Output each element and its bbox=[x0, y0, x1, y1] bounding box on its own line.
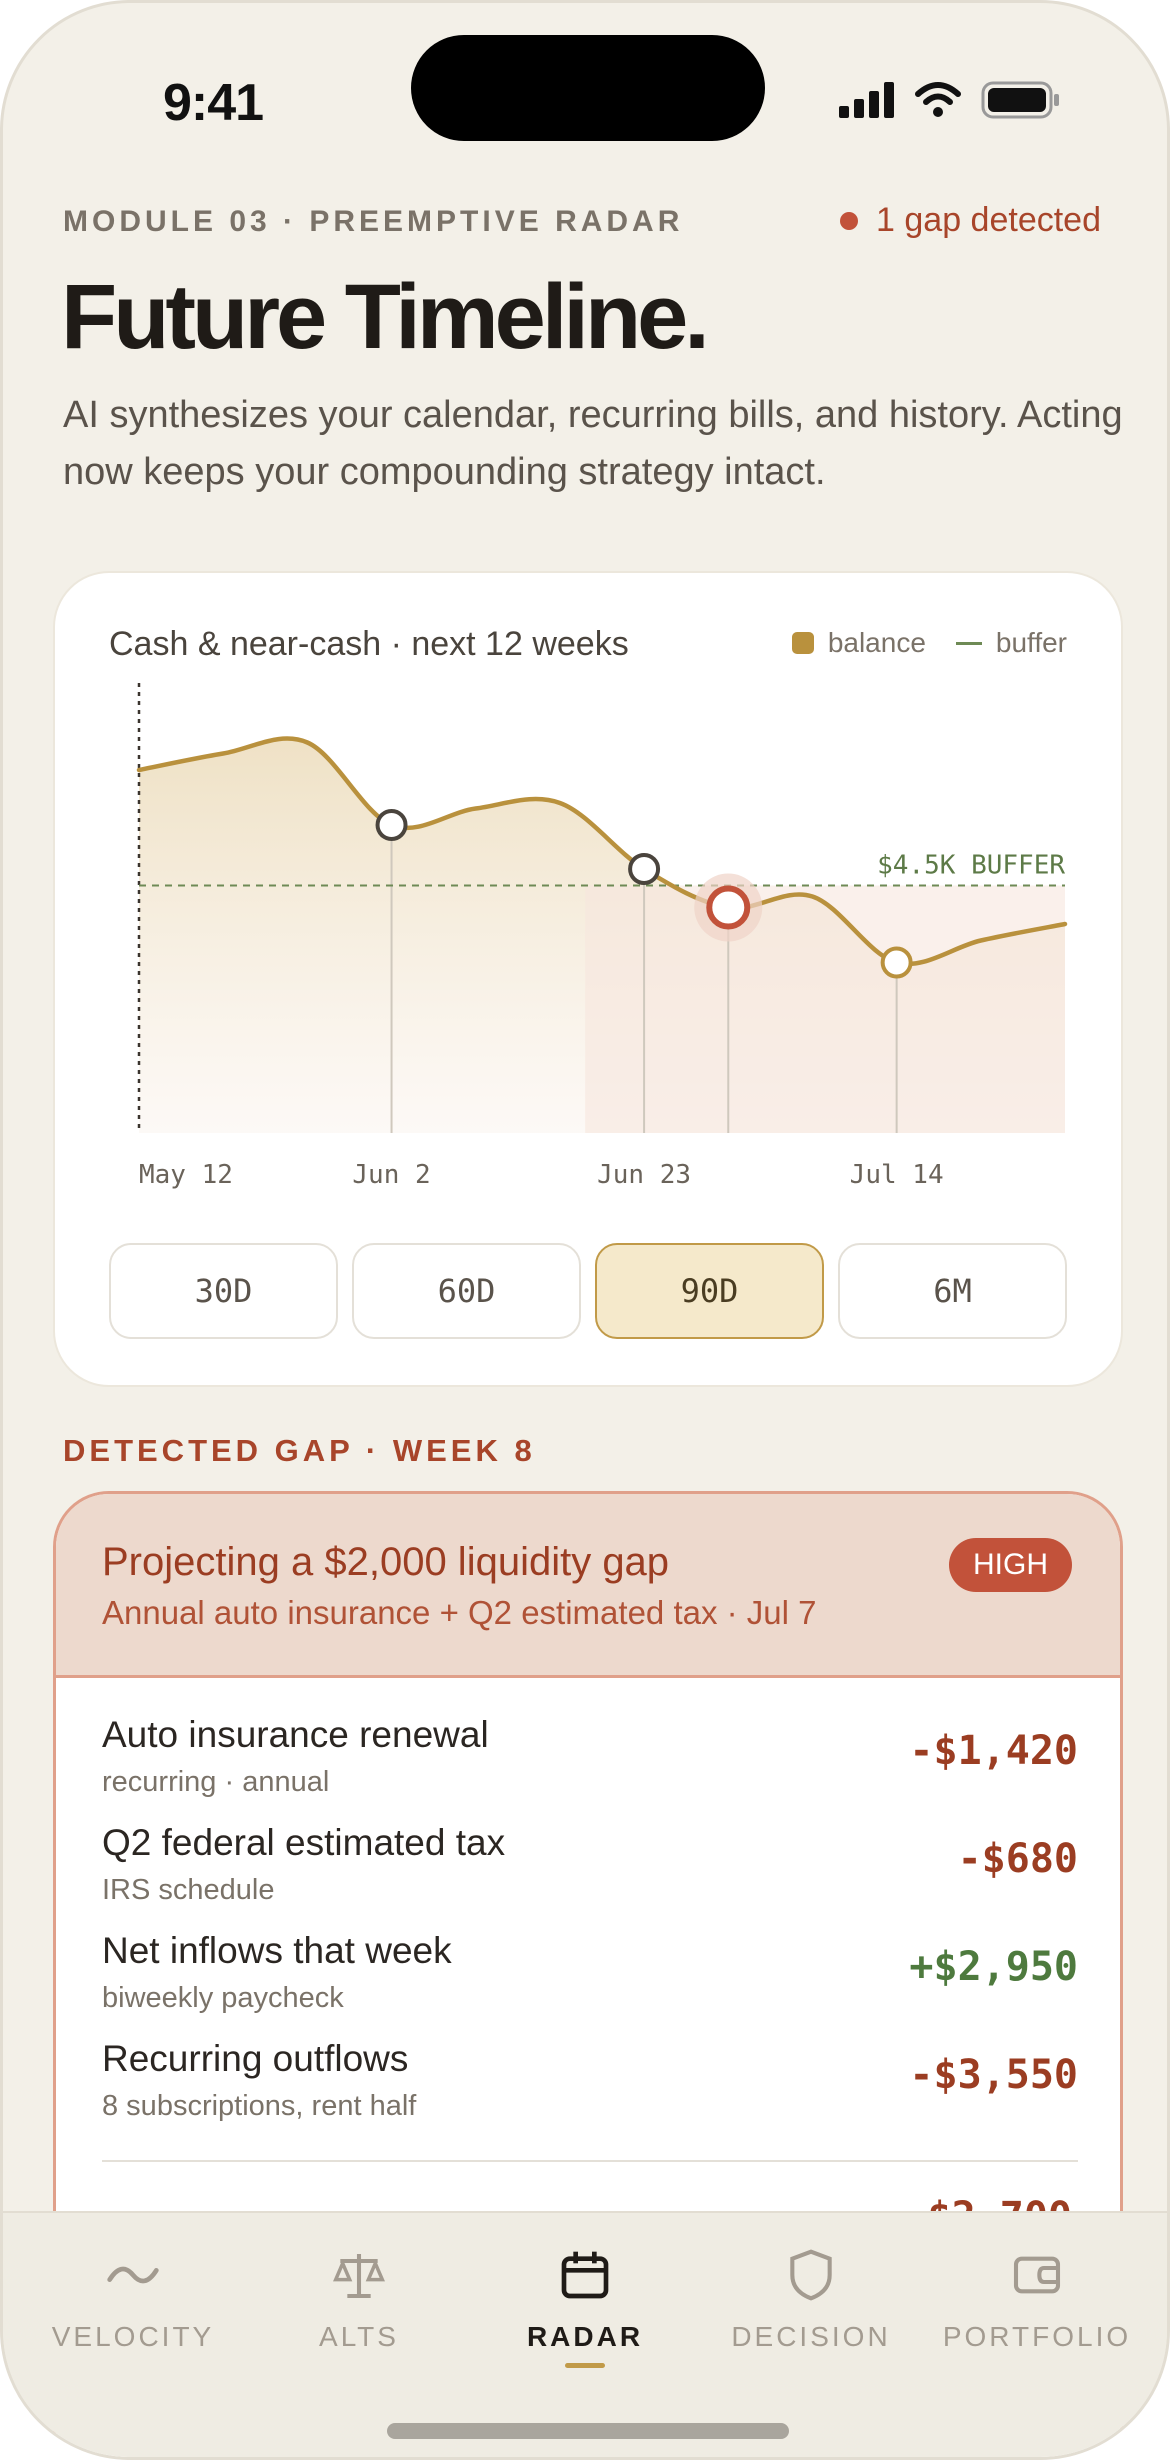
gap-line-item[interactable]: Q2 federal estimated tax IRS schedule -$68… bbox=[102, 1822, 1078, 1930]
x-tick-label: Jun 2 bbox=[352, 1160, 430, 1190]
page-title: Future Timeline. bbox=[61, 266, 710, 368]
dynamic-island bbox=[411, 35, 765, 141]
line-item-name: Auto insurance renewal bbox=[102, 1714, 489, 1755]
tab-bar: VELOCITY ALTS RADAR DECISION PORTFOLIO bbox=[3, 2211, 1167, 2457]
tab-portfolio[interactable]: PORTFOLIO bbox=[927, 2247, 1147, 2353]
line-item-meta: 8 subscriptions, rent half bbox=[102, 2090, 417, 2122]
total-divider bbox=[102, 2160, 1078, 2162]
tab-label: VELOCITY bbox=[51, 2321, 215, 2352]
battery-icon bbox=[981, 81, 1059, 119]
chart-title: Cash & near-cash · next 12 weeks bbox=[109, 625, 629, 663]
tab-velocity[interactable]: VELOCITY bbox=[23, 2247, 243, 2353]
home-indicator bbox=[387, 2423, 789, 2439]
line-item-name: Net inflows that week bbox=[102, 1930, 452, 1971]
legend-balance: balance bbox=[827, 627, 926, 658]
line-item-amount: -$1,420 bbox=[909, 1728, 1078, 1774]
calendar-icon bbox=[561, 2251, 609, 2299]
page-subtitle: AI synthesizes your calendar, recurring … bbox=[63, 394, 1123, 493]
wallet-icon bbox=[1013, 2256, 1061, 2294]
gap-subtitle: Annual auto insurance + Q2 estimated tax… bbox=[102, 1594, 817, 1631]
module-eyebrow: MODULE 03 · PREEMPTIVE RADAR bbox=[63, 205, 684, 238]
gap-point bbox=[706, 885, 751, 930]
gap-breakdown-list: Auto insurance renewal recurring · annual… bbox=[102, 1714, 1078, 2146]
x-tick-label: Jun 23 bbox=[597, 1160, 691, 1190]
wifi-icon bbox=[915, 82, 961, 117]
line-item-meta: recurring · annual bbox=[102, 1766, 330, 1798]
event-point bbox=[628, 853, 661, 885]
detected-gap-label: DETECTED GAP · WEEK 8 bbox=[63, 1433, 536, 1468]
gap-title: Projecting a $2,000 liquidity gap bbox=[102, 1540, 670, 1584]
line-item-amount: -$680 bbox=[957, 1836, 1078, 1882]
tab-label: PORTFOLIO bbox=[942, 2321, 1132, 2352]
buffer-label: $4.5K BUFFER bbox=[877, 851, 1065, 881]
signal-icon bbox=[839, 82, 894, 118]
gap-detected-chip[interactable]: 1 gap detected bbox=[840, 201, 1101, 240]
event-point bbox=[375, 809, 408, 841]
tab-label: DECISION bbox=[731, 2321, 891, 2352]
status-time: 9:41 bbox=[163, 74, 264, 132]
line-item-name: Q2 federal estimated tax bbox=[102, 1822, 506, 1863]
event-point bbox=[880, 946, 913, 979]
cash-chart-card: Cash & near-cash · next 12 weeks balance… bbox=[53, 571, 1123, 1387]
range-button-6m[interactable]: 6M bbox=[838, 1243, 1067, 1339]
status-icons bbox=[839, 81, 1061, 119]
line-item-meta: IRS schedule bbox=[102, 1874, 275, 1906]
x-tick-label: May 12 bbox=[139, 1160, 233, 1190]
active-tab-indicator bbox=[565, 2363, 605, 2368]
tab-label: RADAR bbox=[526, 2321, 644, 2352]
gap-detected-label: 1 gap detected bbox=[876, 201, 1101, 239]
tab-label: ALTS bbox=[319, 2321, 399, 2352]
x-tick-label: Jul 14 bbox=[850, 1160, 944, 1190]
gap-zone bbox=[585, 885, 1065, 1133]
gap-line-item[interactable]: Recurring outflows 8 subscriptions, rent … bbox=[102, 2038, 1078, 2146]
range-button-60d[interactable]: 60D bbox=[352, 1243, 581, 1339]
balance-swatch-icon bbox=[791, 632, 814, 654]
balance-chart[interactable]: $4.5K BUFFER May 12 Jun 2 Jun 23 Jul 14 bbox=[55, 573, 1125, 1233]
buffer-line-icon bbox=[955, 641, 982, 645]
alert-dot-icon bbox=[840, 211, 859, 230]
gap-line-item[interactable]: Net inflows that week biweekly paycheck +$… bbox=[102, 1930, 1078, 2038]
tab-radar[interactable]: RADAR bbox=[475, 2247, 695, 2368]
gap-line-item[interactable]: Auto insurance renewal recurring · annual… bbox=[102, 1714, 1078, 1822]
wave-icon bbox=[107, 2266, 159, 2284]
line-item-amount: +$2,950 bbox=[909, 1944, 1078, 1990]
line-item-amount: -$3,550 bbox=[909, 2052, 1078, 2098]
tab-alts[interactable]: ALTS bbox=[249, 2247, 469, 2353]
chart-legend: balance buffer bbox=[791, 627, 1067, 659]
range-button-30d[interactable]: 30D bbox=[109, 1243, 338, 1339]
line-item-meta: biweekly paycheck bbox=[102, 1982, 344, 2014]
line-item-name: Recurring outflows bbox=[102, 2038, 409, 2079]
range-button-90d[interactable]: 90D bbox=[595, 1243, 824, 1339]
range-selector: 30D 60D 90D 6M bbox=[109, 1243, 1067, 1339]
tab-decision[interactable]: DECISION bbox=[701, 2247, 921, 2353]
legend-buffer: buffer bbox=[995, 627, 1067, 658]
severity-badge: HIGH bbox=[949, 1538, 1072, 1592]
scale-icon bbox=[333, 2254, 385, 2299]
gap-card-header: Projecting a $2,000 liquidity gap Annual… bbox=[56, 1494, 1120, 1678]
shield-icon bbox=[790, 2249, 832, 2301]
